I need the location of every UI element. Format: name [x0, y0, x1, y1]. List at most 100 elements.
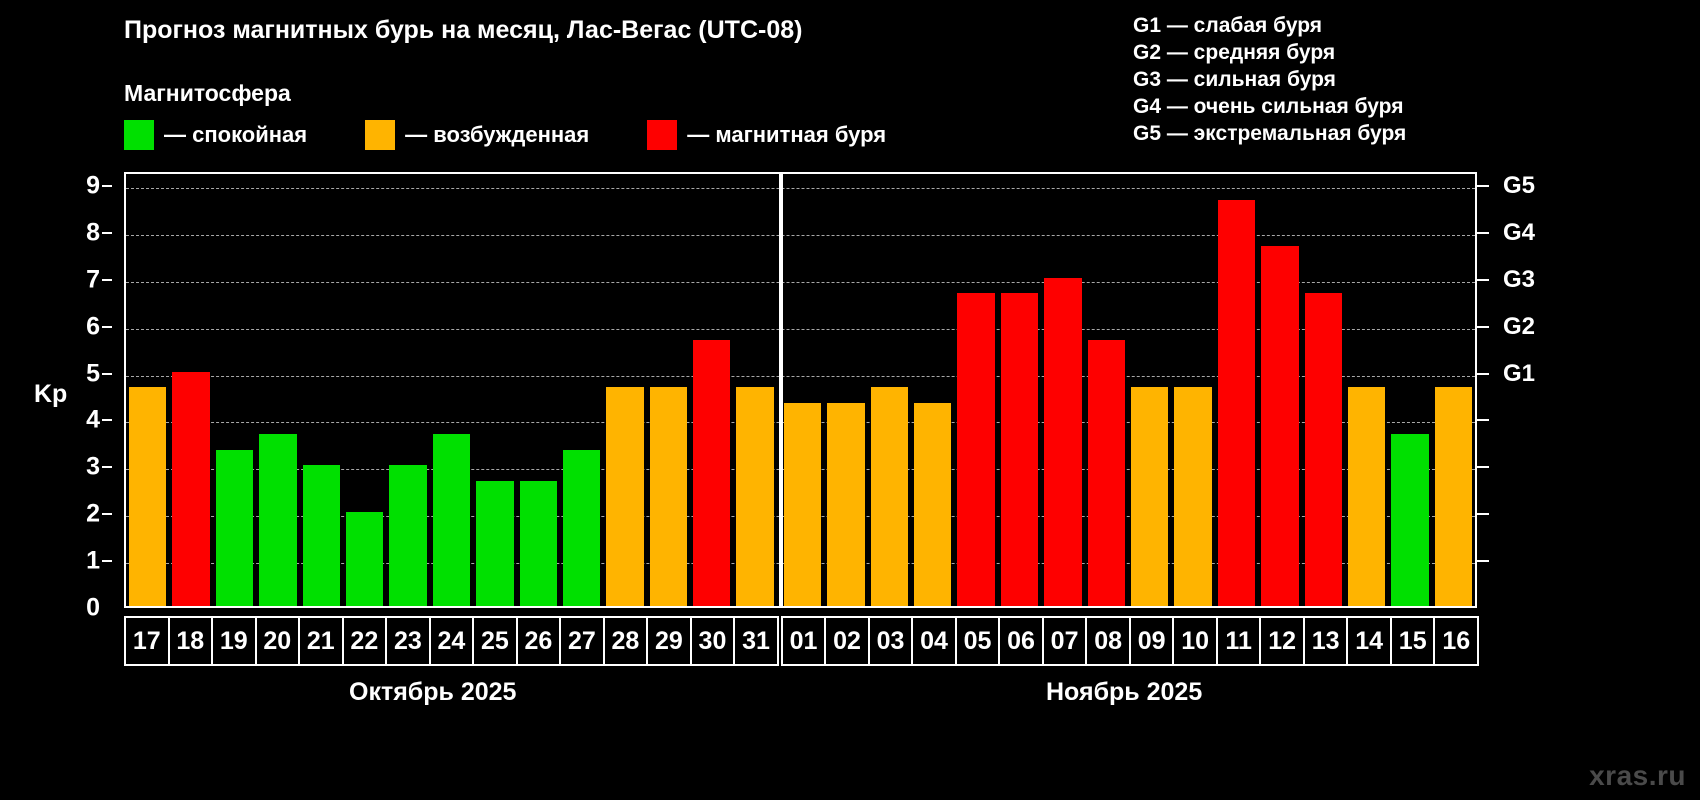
bar-cell[interactable]	[1388, 174, 1431, 606]
bar-cell[interactable]	[824, 174, 867, 606]
bar[interactable]	[783, 403, 822, 606]
g-tick-label: G3	[1503, 265, 1536, 293]
bar-cell[interactable]	[213, 174, 256, 606]
bar[interactable]	[345, 512, 384, 606]
day-cell[interactable]: 15	[1389, 616, 1436, 666]
g-axis-minor-tick	[1477, 560, 1489, 563]
day-cell[interactable]: 04	[911, 616, 957, 666]
day-cell[interactable]: 12	[1259, 616, 1305, 666]
day-cell[interactable]: 03	[867, 616, 914, 666]
bar[interactable]	[827, 403, 865, 606]
day-cell[interactable]: 21	[298, 616, 344, 666]
bar[interactable]	[1304, 293, 1342, 606]
bar-cell[interactable]	[560, 174, 603, 606]
day-cell[interactable]: 02	[824, 616, 870, 666]
bar[interactable]	[519, 480, 557, 606]
bar-cell[interactable]	[1215, 174, 1258, 606]
bar[interactable]	[1217, 199, 1256, 606]
bar-cell[interactable]	[1128, 174, 1171, 606]
day-label: 16	[1442, 626, 1471, 655]
day-cell[interactable]: 17	[124, 616, 170, 666]
day-cell[interactable]: 18	[167, 616, 214, 666]
day-cell[interactable]: 23	[385, 616, 431, 666]
bar[interactable]	[1347, 387, 1386, 606]
day-cell[interactable]: 11	[1215, 616, 1262, 666]
day-label: 17	[132, 626, 161, 655]
day-cell[interactable]: 25	[472, 616, 518, 666]
bar[interactable]	[649, 387, 688, 606]
bar-cell[interactable]	[911, 174, 954, 606]
bar[interactable]	[606, 387, 644, 606]
bar[interactable]	[302, 465, 340, 606]
bar-cell[interactable]	[169, 174, 212, 606]
bar-cell[interactable]	[781, 174, 824, 606]
bar[interactable]	[562, 449, 601, 606]
bar[interactable]	[1434, 387, 1473, 606]
bar-cell[interactable]	[473, 174, 516, 606]
bar[interactable]	[1261, 246, 1299, 606]
bar-cell[interactable]	[256, 174, 299, 606]
y-axis: 0 1 2 3 4 5 6 7 8 9	[60, 172, 112, 622]
bar-cell[interactable]	[733, 174, 776, 606]
day-cell[interactable]: 29	[646, 616, 692, 666]
bar-cell[interactable]	[868, 174, 911, 606]
bar[interactable]	[1130, 387, 1169, 606]
day-cell[interactable]: 16	[1433, 616, 1479, 666]
day-cell[interactable]: 27	[559, 616, 605, 666]
bar-cell[interactable]	[603, 174, 646, 606]
bar[interactable]	[1044, 277, 1082, 606]
day-cell[interactable]: 13	[1302, 616, 1349, 666]
day-cell[interactable]: 19	[211, 616, 257, 666]
day-cell[interactable]: 30	[689, 616, 736, 666]
bar[interactable]	[476, 480, 514, 606]
bar[interactable]	[215, 449, 254, 606]
bar-cell[interactable]	[343, 174, 386, 606]
bar-cell[interactable]	[1302, 174, 1345, 606]
day-cell[interactable]: 01	[780, 616, 827, 666]
bar-cell[interactable]	[1432, 174, 1475, 606]
day-cell[interactable]: 09	[1128, 616, 1175, 666]
bar-cell[interactable]	[954, 174, 997, 606]
day-cell[interactable]: 28	[602, 616, 649, 666]
bar[interactable]	[1087, 340, 1125, 606]
bar[interactable]	[389, 465, 427, 606]
bar-cell[interactable]	[126, 174, 169, 606]
day-cell[interactable]: 26	[515, 616, 562, 666]
bar[interactable]	[129, 387, 167, 606]
day-cell[interactable]: 05	[954, 616, 1001, 666]
day-cell[interactable]: 08	[1085, 616, 1131, 666]
bar-cell[interactable]	[1085, 174, 1128, 606]
day-cell[interactable]: 14	[1346, 616, 1392, 666]
day-cell[interactable]: 07	[1041, 616, 1088, 666]
bar-cell[interactable]	[647, 174, 690, 606]
bar-cell[interactable]	[300, 174, 343, 606]
bar[interactable]	[693, 340, 731, 606]
bar[interactable]	[1174, 387, 1212, 606]
bar[interactable]	[914, 403, 952, 606]
bar-cell[interactable]	[1258, 174, 1301, 606]
bar[interactable]	[1000, 293, 1039, 606]
bar-cell[interactable]	[430, 174, 473, 606]
day-cell[interactable]: 06	[998, 616, 1044, 666]
bar-cell[interactable]	[1345, 174, 1388, 606]
bar-cell[interactable]	[1041, 174, 1084, 606]
bar[interactable]	[1391, 433, 1429, 606]
day-cell[interactable]: 20	[254, 616, 301, 666]
bar[interactable]	[259, 433, 297, 606]
bar[interactable]	[736, 387, 774, 606]
bar-cell[interactable]	[386, 174, 429, 606]
bar-cell[interactable]	[1171, 174, 1214, 606]
bar-cell[interactable]	[517, 174, 560, 606]
bar[interactable]	[957, 293, 995, 606]
bar[interactable]	[432, 433, 471, 606]
bar-cell[interactable]	[690, 174, 733, 606]
day-cell[interactable]: 24	[428, 616, 475, 666]
bar[interactable]	[870, 387, 909, 606]
day-cell[interactable]: 22	[341, 616, 388, 666]
day-label: 01	[789, 626, 818, 655]
y-tick-label: 7	[86, 265, 100, 294]
bar[interactable]	[172, 371, 210, 606]
day-cell[interactable]: 10	[1172, 616, 1218, 666]
bar-cell[interactable]	[998, 174, 1041, 606]
day-cell[interactable]: 31	[733, 616, 779, 666]
